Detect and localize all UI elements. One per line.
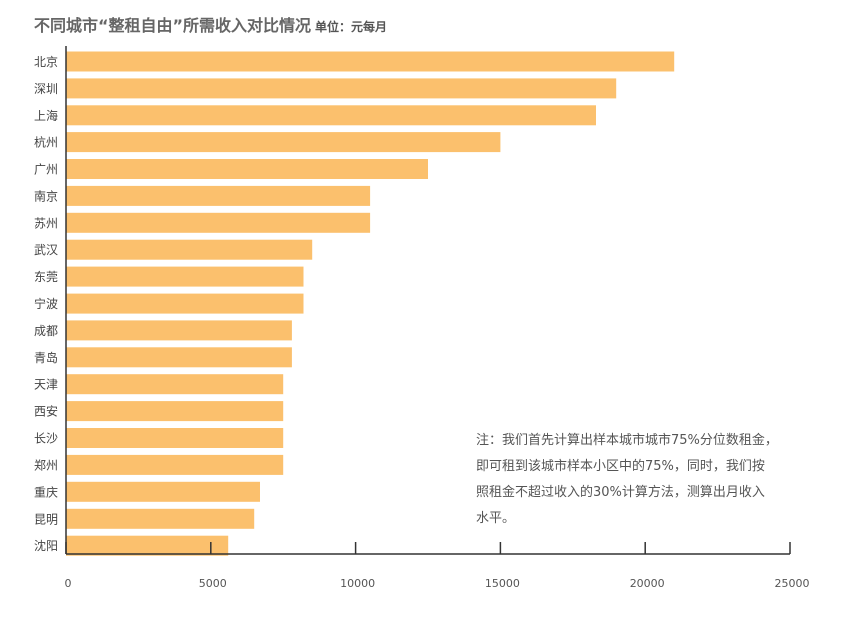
note-line: 注：我们首先计算出样本城市城市75%分位数租金， [476, 433, 778, 448]
bar [66, 132, 501, 153]
bar [66, 293, 304, 314]
chart-title-text: 不同城市“整租自由”所需收入对比情况 [34, 16, 312, 35]
category-label: 杭州 [34, 135, 58, 150]
x-tick-label: 10000 [340, 577, 375, 590]
bar [66, 239, 313, 260]
category-label: 天津 [34, 378, 58, 392]
x-tick-label: 0 [65, 577, 72, 590]
category-label: 宁波 [34, 296, 58, 311]
note-line: 水平。 [476, 511, 516, 526]
bar [66, 105, 596, 126]
bar [66, 428, 284, 448]
x-tick-label: 5000 [199, 577, 227, 590]
category-label: 苏州 [34, 216, 58, 230]
x-tick-label: 20000 [630, 577, 665, 590]
category-label: 昆明 [34, 512, 58, 526]
bar [66, 212, 371, 233]
category-label: 重庆 [34, 485, 58, 499]
category-label: 东莞 [34, 270, 58, 284]
category-label: 上海 [34, 108, 58, 123]
bar [66, 401, 284, 422]
category-label: 长沙 [34, 432, 58, 446]
note-line: 即可租到该城市样本小区中的75%，同时，我们按 [476, 459, 765, 474]
category-label: 广州 [34, 163, 58, 177]
note-line: 照租金不超过收入的30%计算方法，测算出月收入 [476, 485, 765, 500]
category-label: 深圳 [34, 82, 58, 96]
bar [66, 78, 617, 99]
category-label: 成都 [34, 324, 58, 338]
bar [66, 374, 284, 395]
chart-note: 注：我们首先计算出样本城市城市75%分位数租金， 即可租到该城市样本小区中的75… [476, 428, 796, 532]
bar [66, 535, 229, 556]
x-tick-label: 25000 [775, 577, 810, 590]
bar [66, 320, 292, 341]
bar [66, 508, 255, 529]
bar [66, 481, 260, 502]
category-label: 郑州 [34, 457, 58, 472]
category-label: 南京 [34, 188, 58, 203]
bar [66, 454, 284, 475]
bar [66, 266, 304, 287]
category-label: 北京 [34, 55, 58, 69]
category-label: 西安 [34, 404, 58, 419]
category-label: 青岛 [34, 350, 58, 365]
category-label: 沈阳 [34, 538, 58, 553]
bar [66, 347, 292, 368]
bar [66, 51, 675, 72]
bar [66, 185, 371, 206]
bar [66, 159, 428, 179]
chart-title: 不同城市“整租自由”所需收入对比情况 单位：元每月 [34, 12, 387, 36]
x-tick-label: 15000 [485, 577, 520, 590]
chart-unit-label: 单位：元每月 [315, 20, 388, 34]
category-label: 武汉 [34, 243, 58, 257]
